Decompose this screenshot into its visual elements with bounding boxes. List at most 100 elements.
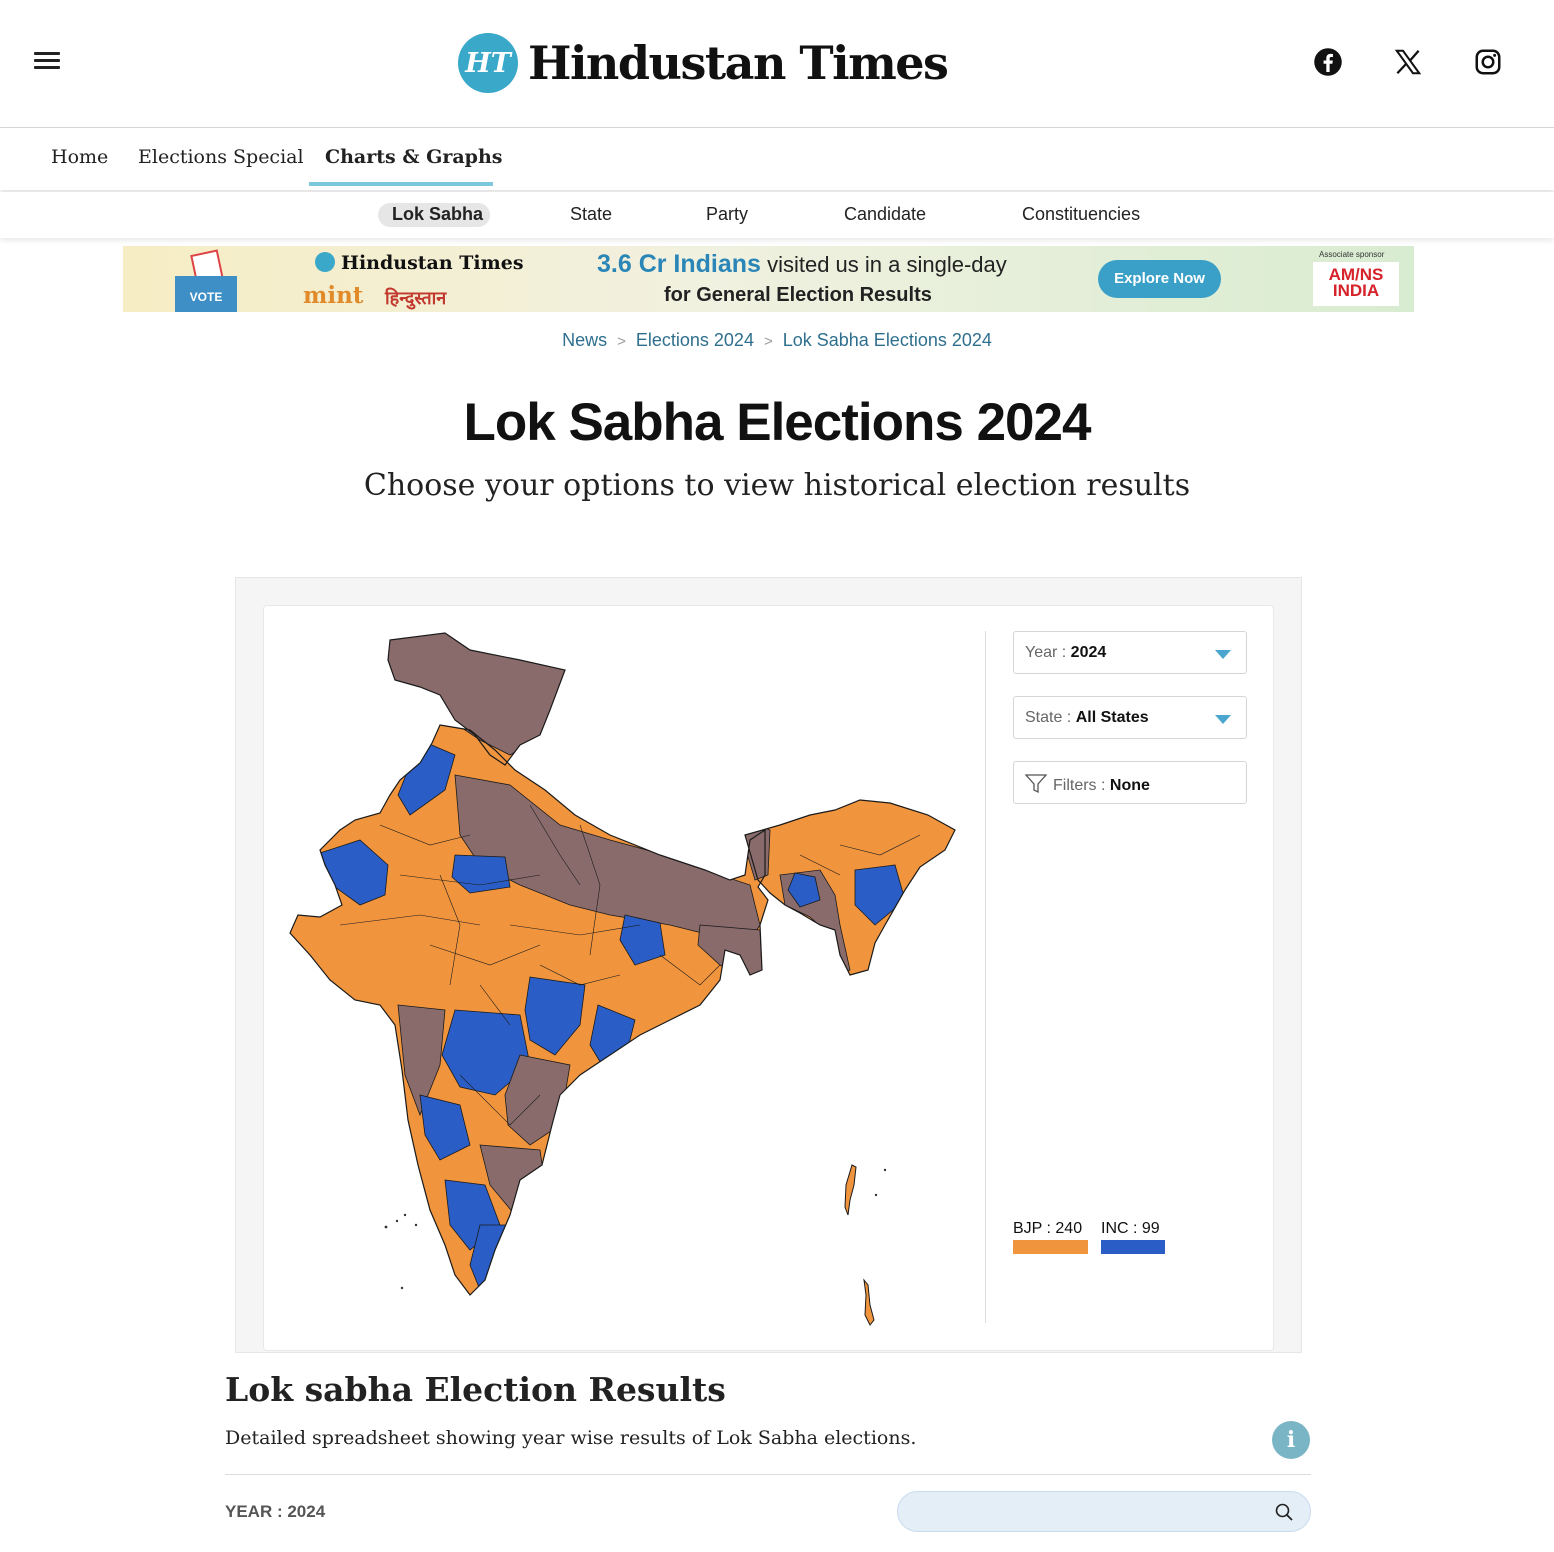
- search-icon[interactable]: [1274, 1502, 1294, 1522]
- state-dropdown-value: All States: [1075, 709, 1149, 726]
- legend-inc-swatch: [1101, 1240, 1165, 1254]
- constituency-border: [539, 964, 621, 986]
- legend-bjp-label: BJP : 240: [1013, 1220, 1083, 1237]
- facebook-icon[interactable]: [1310, 44, 1346, 80]
- breadcrumb-news[interactable]: News: [562, 330, 608, 350]
- lakshadweep-island: [395, 1219, 399, 1223]
- banner-ht-logo: Hindustan Times: [315, 252, 524, 274]
- menu-icon[interactable]: [34, 52, 60, 72]
- island-dot: [874, 1193, 878, 1197]
- page-title: Lok Sabha Elections 2024: [463, 393, 1092, 452]
- banner-hindustan-logo: हिन्दुस्तान: [385, 288, 447, 308]
- year-dropdown-label: Year :: [1025, 644, 1067, 661]
- banner-mint-logo: mint: [303, 282, 364, 309]
- inc-constituency-region[interactable]: [441, 1009, 531, 1096]
- breadcrumb: News > Elections 2024 > Lok Sabha Elections …: [0, 330, 1554, 351]
- constituency-border: [379, 824, 471, 846]
- filter-icon: [1025, 774, 1047, 794]
- breadcrumb-lok-sabha-2024[interactable]: Lok Sabha Elections 2024: [782, 330, 992, 350]
- subtab-party[interactable]: Party: [706, 204, 749, 224]
- banner-headline: 3.6 Cr Indians visited us in a single-da…: [597, 250, 1007, 279]
- chevron-down-icon: [1215, 715, 1231, 724]
- lakshadweep-island: [403, 1213, 407, 1217]
- banner-ht-text: Hindustan Times: [341, 252, 524, 274]
- subtab-candidate[interactable]: Candidate: [844, 204, 927, 224]
- filters-label: Filters :: [1053, 777, 1106, 794]
- banner-headline-rest: visited us in a single-day: [767, 252, 1007, 277]
- banner-headline-highlight: 3.6 Cr Indians: [597, 250, 761, 278]
- nicobar-islands: [863, 1278, 875, 1326]
- constituency-border: [339, 914, 481, 926]
- sponsor-line2: INDIA: [1332, 281, 1380, 300]
- constituency-border: [459, 1074, 541, 1126]
- breadcrumb-separator: >: [763, 333, 773, 350]
- constituency-border: [839, 834, 921, 856]
- others-constituency-region[interactable]: [397, 1004, 446, 1117]
- constituency-border: [479, 984, 511, 1026]
- site-header: HT Hindustan Times: [0, 0, 1554, 128]
- ballot-box-icon: VOTE: [175, 276, 237, 312]
- active-tab-indicator: [309, 182, 493, 186]
- others-constituency-region[interactable]: [379, 625, 581, 756]
- nav-elections-special[interactable]: Elections Special: [138, 146, 304, 168]
- sponsor-logo: AM/NS INDIA: [1313, 262, 1399, 306]
- breadcrumb-separator: >: [617, 333, 626, 350]
- instagram-icon[interactable]: [1470, 44, 1506, 80]
- state-dropdown[interactable]: State : All States: [1013, 696, 1247, 739]
- nav-charts-graphs[interactable]: Charts & Graphs: [325, 146, 503, 168]
- year-dropdown-value: 2024: [1070, 644, 1107, 661]
- state-dropdown-label: State :: [1025, 709, 1072, 726]
- secondary-nav: Lok Sabha State Party Candidate Constitu…: [0, 192, 1554, 238]
- panel-divider: [985, 631, 986, 1323]
- page-subtitle: Choose your options to view historical e…: [363, 468, 1191, 503]
- inc-constituency-region[interactable]: [619, 914, 666, 966]
- section-divider: [225, 1474, 1311, 1475]
- constituency-fills: [290, 625, 955, 1295]
- subtab-state[interactable]: State: [570, 204, 613, 224]
- constituency-border: [439, 874, 461, 986]
- explore-now-button[interactable]: Explore Now: [1098, 260, 1221, 298]
- search-input[interactable]: [916, 1500, 1256, 1524]
- year-dropdown[interactable]: Year : 2024: [1013, 631, 1247, 674]
- constituency-border: [509, 924, 641, 936]
- logo-badge: HT: [458, 33, 518, 93]
- primary-nav: Home Elections Special Charts & Graphs: [0, 128, 1554, 190]
- andaman-islands: [844, 1164, 857, 1216]
- results-year-label: YEAR : 2024: [225, 1502, 326, 1521]
- inc-constituency-region[interactable]: [854, 864, 906, 926]
- subtab-lok-sabha[interactable]: Lok Sabha: [392, 204, 484, 224]
- filters-button[interactable]: Filters : None: [1013, 761, 1247, 804]
- filters-value: None: [1109, 777, 1150, 794]
- legend-bjp-swatch: [1013, 1240, 1088, 1254]
- island-dot: [883, 1168, 887, 1172]
- site-logo[interactable]: HT Hindustan Times: [458, 32, 949, 94]
- breadcrumb-elections-2024[interactable]: Elections 2024: [635, 330, 754, 350]
- logo-text: Hindustan Times: [528, 36, 949, 90]
- inc-constituency-region[interactable]: [419, 1094, 471, 1161]
- lakshadweep-island: [384, 1225, 388, 1229]
- active-subtab-pill: [378, 203, 490, 227]
- india-constituency-map[interactable]: [280, 625, 970, 1335]
- others-constituency-region[interactable]: [504, 1054, 571, 1146]
- ht-badge-icon: [315, 252, 335, 272]
- sponsor-line1: AM/NS: [1328, 265, 1384, 284]
- subtab-constituencies[interactable]: Constituencies: [1022, 204, 1141, 224]
- inc-constituency-region[interactable]: [787, 872, 821, 908]
- inc-constituency-region[interactable]: [397, 739, 456, 816]
- constituency-border: [659, 954, 721, 986]
- map-base-fill: [290, 633, 955, 1295]
- lakshadweep-island: [400, 1286, 404, 1290]
- info-icon[interactable]: i: [1272, 1421, 1310, 1459]
- promo-banner[interactable]: VOTE Hindustan Times mint हिन्दुस्तान 3.…: [123, 246, 1414, 312]
- inc-constituency-region[interactable]: [524, 976, 586, 1056]
- constituency-border: [429, 944, 541, 966]
- constituency-border: [799, 854, 841, 876]
- results-search[interactable]: [897, 1491, 1311, 1532]
- results-title: Lok sabha Election Results: [225, 1370, 726, 1409]
- nav-home[interactable]: Home: [51, 146, 109, 168]
- x-icon[interactable]: [1390, 44, 1426, 80]
- legend-inc-label: INC : 99: [1101, 1220, 1160, 1237]
- banner-headline-line2: for General Election Results: [664, 284, 932, 306]
- lakshadweep-island: [414, 1223, 418, 1227]
- island-groups: [384, 1164, 887, 1326]
